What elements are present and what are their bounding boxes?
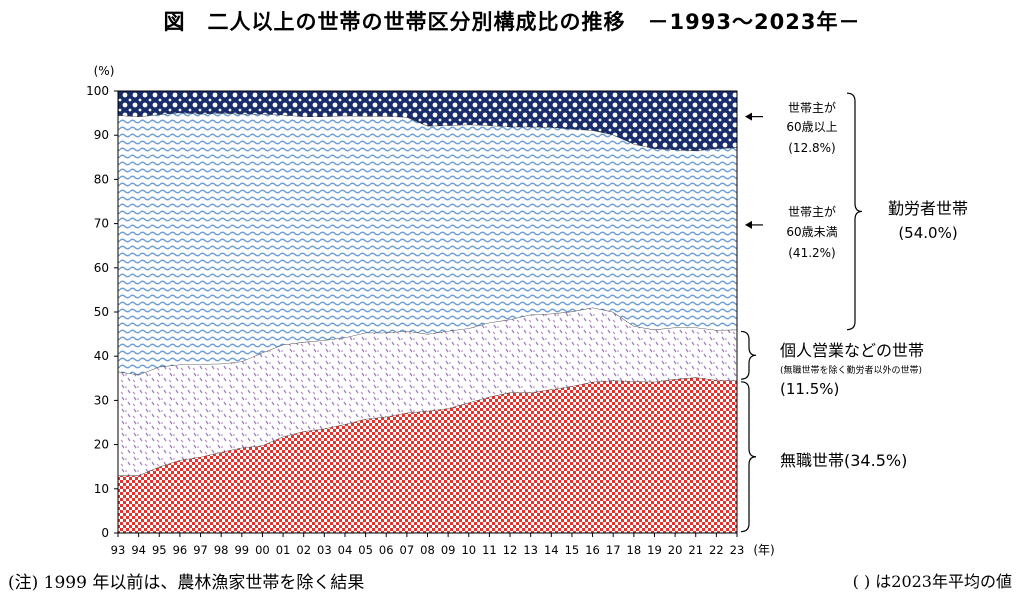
label-unemployed: 無職世帯(34.5%): [780, 451, 907, 470]
x-tick-label: 94: [131, 543, 146, 557]
brace-worker: [846, 92, 863, 331]
x-tick-label: 17: [606, 543, 621, 557]
x-tick-label: 20: [668, 543, 683, 557]
x-axis-label: (年): [753, 543, 774, 557]
x-tick-label: 10: [461, 543, 476, 557]
y-axis-label: (%): [94, 64, 115, 78]
x-tick-label: 11: [482, 543, 497, 557]
y-tick-label: 10: [94, 482, 109, 496]
x-tick-label: 19: [647, 543, 662, 557]
footnote: (注) 1999 年以前は、農林漁家世帯を除く結果: [8, 573, 365, 593]
label-self-employed: 個人営業などの世帯: [780, 341, 924, 360]
x-tick-label: 15: [565, 543, 580, 557]
x-tick-label: 08: [420, 543, 435, 557]
chart-title: 図 二人以上の世帯の世帯区分別構成比の推移 －1993～2023年－: [163, 10, 861, 34]
y-tick-label: 70: [94, 217, 109, 231]
area-self_employed: [118, 307, 737, 476]
label-60over-line2: 60歳以上: [786, 120, 837, 134]
arrow-60over-head: [745, 112, 752, 121]
arrow-under60-head: [745, 220, 752, 229]
label-under60-line1: 世帯主が: [788, 204, 836, 219]
x-tick-label: 95: [152, 543, 167, 557]
x-tick-label: 00: [255, 543, 270, 557]
x-tick-label: 01: [276, 543, 291, 557]
y-tick-label: 0: [101, 526, 109, 540]
brace-self-employed: [740, 330, 757, 380]
x-tick-label: 07: [400, 543, 415, 557]
x-tick-label: 09: [441, 543, 456, 557]
x-tick-label: 23: [730, 543, 745, 557]
label-self-employed-note: (無職世帯を除く勤労者以外の世帯): [780, 364, 922, 376]
y-tick-label: 50: [94, 305, 109, 319]
area-unemployed: [118, 377, 737, 533]
x-tick-label: 99: [234, 543, 249, 557]
x-tick-label: 05: [358, 543, 373, 557]
footnote-average: ( ) は2023年平均の値: [852, 572, 1012, 591]
y-tick-label: 30: [94, 393, 109, 407]
label-under60-value: (41.2%): [788, 246, 835, 260]
x-tick-label: 04: [338, 543, 353, 557]
y-tick-label: 20: [94, 438, 109, 452]
label-60over-line1: 世帯主が: [788, 100, 836, 115]
area-worker_60over: [118, 91, 737, 151]
y-tick-label: 90: [94, 128, 109, 142]
x-tick-label: 03: [317, 543, 332, 557]
x-tick-label: 96: [173, 543, 188, 557]
x-tick-label: 97: [193, 543, 208, 557]
x-tick-label: 22: [709, 543, 724, 557]
x-tick-label: 13: [523, 543, 538, 557]
x-tick-label: 14: [544, 543, 559, 557]
x-tick-label: 98: [214, 543, 229, 557]
area-worker_under60: [118, 112, 737, 375]
y-tick-label: 80: [94, 172, 109, 186]
label-worker-group-value: (54.0%): [898, 224, 957, 242]
x-tick-label: 12: [503, 543, 518, 557]
x-tick-label: 16: [585, 543, 600, 557]
label-self-employed-value: (11.5%): [780, 380, 839, 398]
y-tick-label: 40: [94, 349, 109, 363]
x-tick-label: 93: [111, 543, 126, 557]
x-tick-label: 18: [627, 543, 642, 557]
label-worker-group: 勤労者世帯: [888, 199, 968, 218]
label-under60-line2: 60歳未満: [786, 225, 837, 239]
brace-unemployed: [740, 381, 757, 533]
y-tick-label: 60: [94, 261, 109, 275]
x-tick-label: 06: [379, 543, 394, 557]
x-tick-label: 02: [296, 543, 311, 557]
label-60over-value: (12.8%): [788, 141, 835, 155]
x-tick-label: 21: [688, 543, 703, 557]
y-tick-label: 100: [86, 84, 109, 98]
